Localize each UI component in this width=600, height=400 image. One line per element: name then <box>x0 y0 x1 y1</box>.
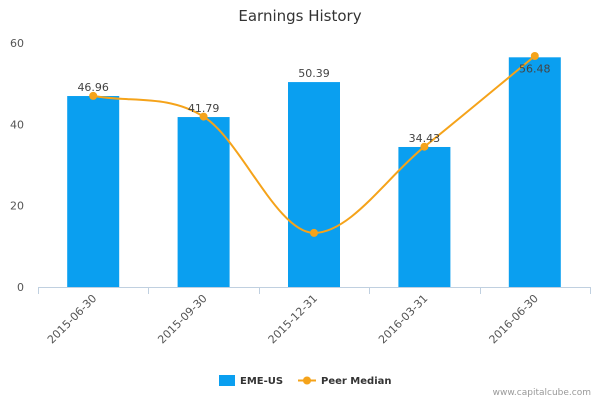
peer-median-point-2015-06-30 <box>89 91 98 100</box>
x-axis: 2015-06-30 2015-09-30 2015-12-31 2016-03-31… <box>38 287 591 346</box>
bar-2015-09-30 <box>177 117 230 287</box>
bar-2016-06-30 <box>508 57 561 287</box>
bar-data-label: 56.48 <box>519 62 551 75</box>
bar-data-label: 41.79 <box>188 102 220 115</box>
peer-median-point-2016-03-31 <box>420 142 429 151</box>
legend-marker-peer-median <box>303 376 311 385</box>
legend-swatch-eme-us <box>219 375 235 386</box>
bar-2015-12-31 <box>288 82 340 288</box>
bar-2016-03-31 <box>398 146 451 287</box>
bar-data-labels: 46.96 41.79 50.39 34.43 56.48 <box>77 62 550 145</box>
chart-title: Earnings History <box>238 7 361 25</box>
peer-median-point-2015-12-31 <box>310 228 318 237</box>
peer-median-point-2015-09-30 <box>199 112 208 121</box>
x-tick-label: 2016-06-30 <box>487 292 541 346</box>
peer-median-point-2016-06-30 <box>530 52 539 61</box>
bar-series <box>67 57 561 288</box>
line-series <box>89 52 539 237</box>
bar-2015-06-30 <box>67 96 120 288</box>
y-tick-label: 60 <box>10 37 24 50</box>
legend-label-eme-us: EME-US <box>240 376 283 387</box>
legend-label-peer-median: Peer Median <box>321 376 392 387</box>
x-tick-label: 2015-09-30 <box>155 292 209 346</box>
legend: EME-US Peer Median <box>219 375 392 387</box>
bar-data-label: 34.43 <box>409 132 441 145</box>
y-tick-label: 20 <box>10 200 24 213</box>
bar-data-label: 50.39 <box>298 67 330 80</box>
y-tick-label: 40 <box>10 118 24 131</box>
y-tick-label: 0 <box>17 281 24 294</box>
y-axis: 0 20 40 60 <box>10 37 24 294</box>
bar-data-label: 46.96 <box>77 81 109 94</box>
x-tick-label: 2015-06-30 <box>45 292 99 346</box>
x-tick-label: 2016-03-31 <box>376 292 430 346</box>
x-tick-label: 2015-12-31 <box>266 292 320 346</box>
credit-text: www.capitalcube.com <box>493 388 591 398</box>
